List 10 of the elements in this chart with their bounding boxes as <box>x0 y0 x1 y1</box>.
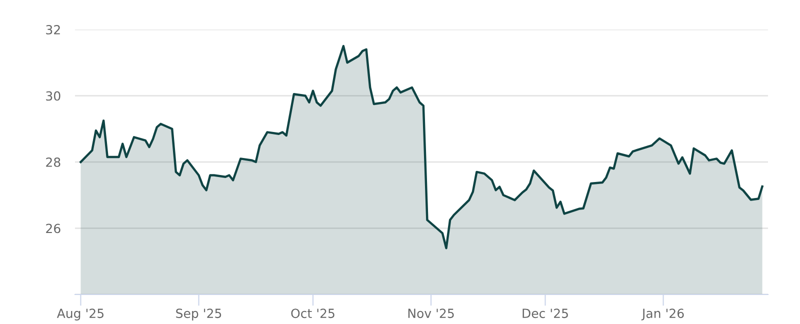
y-tick-label: 30 <box>46 91 60 101</box>
x-tick-label: Jan '26 <box>641 308 684 320</box>
x-tick-label: Dec '25 <box>522 308 568 318</box>
y-tick-label: 32 <box>46 24 60 34</box>
x-tick-label: Nov '25 <box>408 308 454 318</box>
x-tick-label: Oct '25 <box>291 308 334 318</box>
x-tick-label: Sep '25 <box>176 308 222 320</box>
y-tick-label: 28 <box>46 157 60 167</box>
x-tick-label: Aug '25 <box>56 308 104 320</box>
y-tick-label: 26 <box>46 224 60 234</box>
